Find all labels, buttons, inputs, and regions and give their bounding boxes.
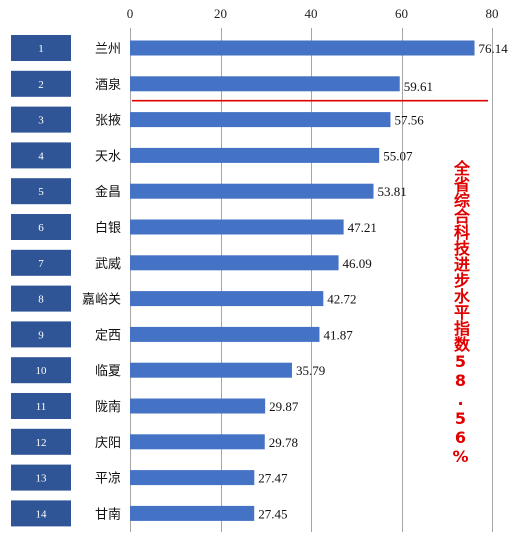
x-axis-ticks: 0 20 40 60 80 bbox=[127, 6, 499, 21]
rank-number: 11 bbox=[36, 401, 47, 413]
rank-number: 12 bbox=[36, 437, 47, 449]
grid-layer bbox=[130, 28, 493, 532]
rank-box bbox=[11, 428, 71, 455]
x-tick-label: 0 bbox=[127, 6, 134, 21]
rank-number: 6 bbox=[38, 222, 44, 234]
bar bbox=[130, 291, 324, 307]
category-label: 陇南 bbox=[95, 399, 121, 415]
rank-number: 2 bbox=[38, 79, 44, 91]
rank-box bbox=[11, 70, 71, 97]
rank-number: 7 bbox=[38, 258, 44, 270]
rank-box bbox=[11, 142, 71, 169]
value-label: 42.72 bbox=[327, 292, 356, 307]
value-label: 35.79 bbox=[296, 363, 325, 378]
bar bbox=[130, 76, 400, 92]
category-label: 定西 bbox=[95, 328, 121, 343]
category-label: 酒泉 bbox=[95, 77, 121, 93]
rank-box bbox=[11, 285, 71, 312]
rank-box bbox=[11, 178, 71, 205]
category-label: 平凉 bbox=[95, 472, 121, 487]
rank-box bbox=[11, 249, 71, 276]
bar bbox=[130, 398, 266, 414]
bar bbox=[130, 505, 255, 521]
value-label: 59.61 bbox=[404, 79, 433, 94]
value-label: 47.21 bbox=[348, 220, 377, 235]
rank-box bbox=[11, 214, 71, 240]
rank-number: 4 bbox=[38, 150, 44, 162]
value-label: 53.81 bbox=[377, 184, 406, 199]
x-tick-label: 80 bbox=[486, 6, 499, 21]
rank-number: 8 bbox=[38, 294, 44, 306]
value-label: 27.45 bbox=[258, 506, 287, 521]
category-label: 嘉峪关 bbox=[82, 293, 121, 308]
category-label: 张掖 bbox=[95, 114, 121, 129]
x-tick-label: 40 bbox=[305, 6, 318, 21]
rank-number: 13 bbox=[36, 473, 48, 485]
bar bbox=[130, 112, 391, 128]
bars bbox=[130, 40, 475, 521]
category-label: 庆阳 bbox=[95, 436, 121, 451]
category-label: 白银 bbox=[95, 220, 121, 236]
bar bbox=[130, 40, 475, 56]
category-label: 临夏 bbox=[95, 364, 121, 379]
value-label: 29.87 bbox=[269, 399, 299, 414]
bar bbox=[130, 434, 265, 450]
rank-number: 1 bbox=[38, 43, 44, 55]
value-label: 76.14 bbox=[479, 41, 509, 56]
category-label: 金昌 bbox=[95, 184, 121, 200]
rank-number: 5 bbox=[38, 186, 44, 198]
bar bbox=[130, 147, 380, 163]
category-label: 甘南 bbox=[95, 506, 121, 522]
rank-number: 9 bbox=[38, 329, 44, 341]
rank-box bbox=[11, 321, 71, 348]
x-tick-label: 20 bbox=[214, 6, 227, 21]
bar bbox=[130, 183, 374, 199]
bar bbox=[130, 255, 339, 271]
rank-box bbox=[11, 393, 71, 419]
rank-box bbox=[11, 500, 71, 527]
value-label: 29.78 bbox=[269, 435, 298, 450]
category-label: 兰州 bbox=[95, 42, 121, 57]
category-label: 天水 bbox=[95, 149, 121, 164]
value-label: 41.87 bbox=[323, 327, 353, 342]
rank-box bbox=[11, 357, 71, 384]
value-label: 55.07 bbox=[383, 148, 413, 163]
bar bbox=[130, 326, 320, 342]
rank-number: 14 bbox=[36, 508, 48, 520]
x-tick-label: 60 bbox=[395, 6, 408, 21]
rank-number: 10 bbox=[36, 365, 48, 377]
rank-number: 3 bbox=[38, 115, 44, 127]
value-labels: 76.14 59.61 57.56 55.07 53.81 47.21 46.09 42.72… bbox=[258, 41, 508, 521]
rank-box bbox=[11, 35, 71, 61]
value-label: 57.56 bbox=[394, 113, 424, 128]
bar bbox=[130, 470, 255, 486]
rank-box bbox=[11, 464, 71, 491]
bar bbox=[130, 219, 344, 235]
value-label: 27.47 bbox=[258, 471, 288, 486]
rank-box bbox=[11, 106, 71, 133]
bar bbox=[130, 362, 292, 378]
category-label: 武威 bbox=[95, 257, 121, 272]
value-label: 46.09 bbox=[343, 256, 372, 271]
province-average-annotation: 全省综合科技进步水平指数58.56% bbox=[451, 160, 470, 466]
